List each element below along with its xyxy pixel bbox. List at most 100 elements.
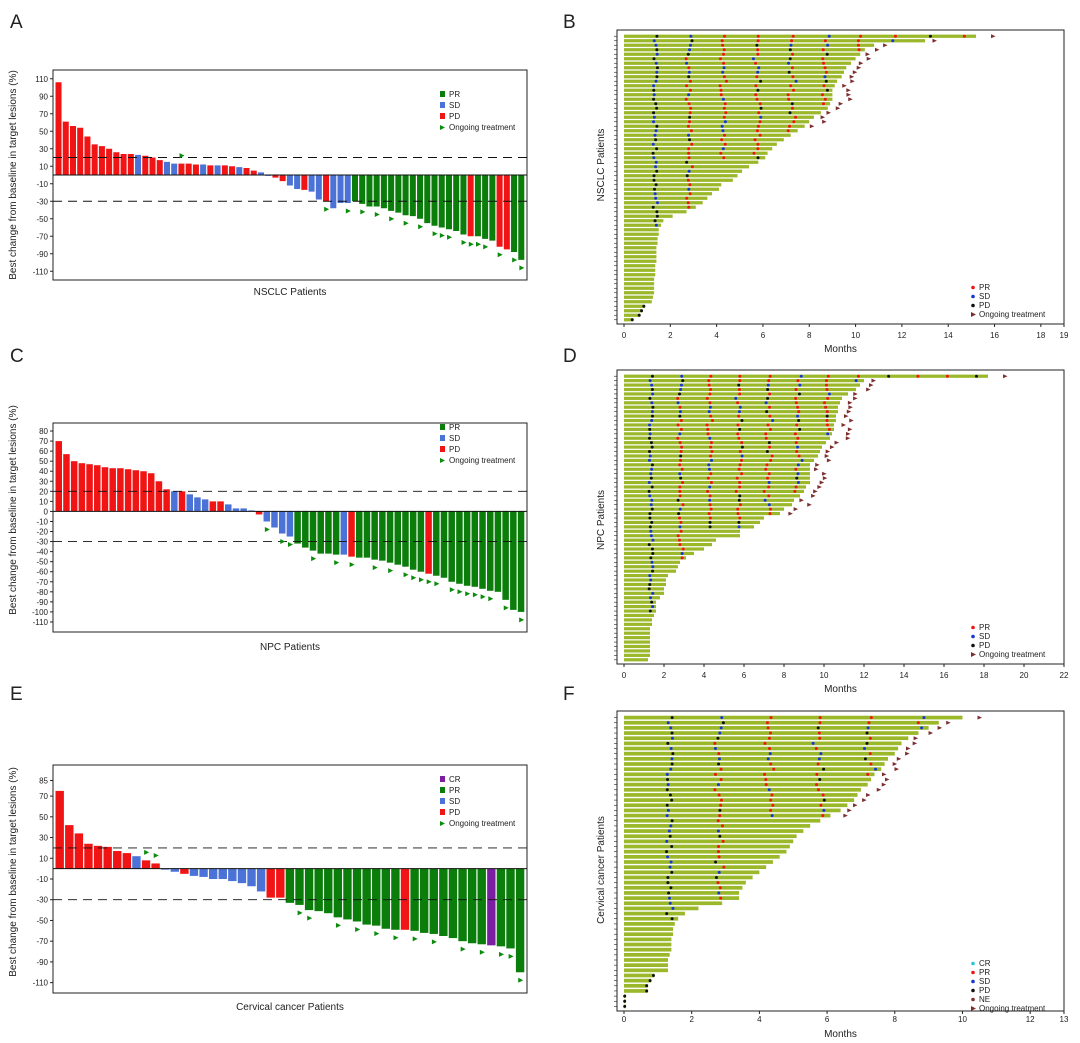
assessment-marker-d xyxy=(767,379,771,383)
ongoing-arrow-d xyxy=(1003,374,1008,379)
assessment-marker-d xyxy=(676,423,680,427)
bar-c xyxy=(294,511,301,544)
ongoing-marker-e xyxy=(412,936,418,942)
assessment-marker-d xyxy=(766,396,770,400)
assessment-marker-f xyxy=(666,783,670,787)
y-tick-label-e: 10 xyxy=(39,854,48,863)
assessment-marker-d xyxy=(708,494,712,498)
assessment-marker-f xyxy=(818,716,822,720)
legend-marker-f xyxy=(971,997,975,1002)
assessment-marker-d xyxy=(824,405,828,409)
assessment-marker-b xyxy=(790,66,794,70)
assessment-marker-f xyxy=(665,814,669,818)
swim-bar-b xyxy=(624,111,821,115)
y-tick-label-e: -70 xyxy=(36,937,48,946)
assessment-marker-b xyxy=(822,61,826,65)
assessment-marker-d xyxy=(765,463,769,467)
assessment-marker-d xyxy=(737,467,741,471)
bar-a xyxy=(113,152,120,175)
assessment-marker-f xyxy=(651,973,655,977)
assessment-marker-d xyxy=(766,423,770,427)
bar-c xyxy=(317,511,324,554)
assessment-marker-f xyxy=(623,994,627,998)
ongoing-marker-a xyxy=(324,206,330,212)
assessment-marker-d xyxy=(796,414,800,418)
swim-bar-d xyxy=(624,591,664,595)
legend-label-c: PR xyxy=(449,423,460,432)
assessment-marker-f xyxy=(819,752,823,756)
y-tick-label-c: 70 xyxy=(39,437,48,446)
legend-swatch-c xyxy=(440,446,445,452)
swim-bar-b xyxy=(624,183,722,187)
ongoing-arrow-f xyxy=(977,715,983,720)
bar-a xyxy=(388,175,395,211)
ongoing-arrow-d xyxy=(826,458,832,463)
assessment-marker-f xyxy=(719,798,723,802)
swim-bar-d xyxy=(624,574,668,578)
x-tick-label-d: 18 xyxy=(980,671,989,680)
swim-bar-b xyxy=(624,97,833,101)
swim-bar-f xyxy=(624,808,841,813)
ongoing-arrow-b xyxy=(865,52,870,57)
swim-bar-b xyxy=(624,88,833,92)
assessment-marker-b xyxy=(655,66,659,70)
bar-a xyxy=(236,167,243,175)
assessment-marker-b xyxy=(721,129,725,133)
ongoing-arrow-f xyxy=(905,751,910,756)
assessment-marker-d xyxy=(797,419,801,423)
panel-label-c: C xyxy=(10,346,24,367)
assessment-marker-f xyxy=(718,886,722,890)
ongoing-marker-e xyxy=(144,849,150,855)
assessment-marker-b xyxy=(651,205,655,209)
bar-c xyxy=(433,511,440,576)
swim-bar-d xyxy=(624,436,830,440)
assessment-marker-b xyxy=(759,106,763,110)
assessment-marker-d xyxy=(649,556,653,560)
assessment-marker-f xyxy=(816,788,820,792)
assessment-marker-d xyxy=(649,476,653,480)
ongoing-marker-a xyxy=(468,241,474,247)
swim-bar-f xyxy=(624,911,685,916)
assessment-marker-d xyxy=(706,432,710,436)
assessment-marker-f xyxy=(668,793,672,797)
ongoing-marker-a xyxy=(345,208,351,214)
assessment-marker-f xyxy=(716,881,720,885)
assessment-marker-d xyxy=(648,432,652,436)
assessment-marker-f xyxy=(815,772,819,776)
assessment-marker-b xyxy=(687,147,691,151)
bar-c xyxy=(70,461,78,512)
bar-c xyxy=(225,504,232,512)
bar-c xyxy=(86,464,93,512)
swim-bar-f xyxy=(624,947,672,952)
bar-e xyxy=(467,868,477,944)
assessment-marker-d xyxy=(651,538,655,542)
ongoing-arrow-d xyxy=(846,431,851,436)
bar-c xyxy=(502,511,509,600)
ongoing-arrow-b xyxy=(991,34,996,39)
assessment-marker-d xyxy=(738,463,742,467)
ongoing-marker-e xyxy=(460,946,466,952)
swim-bar-d xyxy=(624,631,650,635)
assessment-marker-d xyxy=(676,498,680,502)
assessment-marker-b xyxy=(823,39,827,43)
swim-bar-f xyxy=(624,751,895,756)
assessment-marker-d xyxy=(800,458,804,462)
assessment-marker-d xyxy=(767,481,771,485)
legend-label-f: SD xyxy=(979,977,990,986)
bar-a xyxy=(294,175,301,189)
bar-c xyxy=(309,511,317,551)
bar-c xyxy=(386,511,394,563)
assessment-marker-b xyxy=(720,39,724,43)
ongoing-arrow-f xyxy=(937,725,943,730)
assessment-marker-b xyxy=(688,43,692,47)
swim-bar-d xyxy=(624,445,822,449)
legend-label-e: CR xyxy=(449,775,461,784)
assessment-marker-f xyxy=(922,716,926,720)
x-tick-label-f: 12 xyxy=(1026,1015,1035,1024)
assessment-marker-f xyxy=(669,886,673,890)
swim-bar-d xyxy=(624,596,660,600)
x-tick-label-d: 22 xyxy=(1060,671,1069,680)
panel-label-d: D xyxy=(563,346,577,367)
y-tick-label-e: -10 xyxy=(36,875,48,884)
assessment-marker-b xyxy=(755,129,759,133)
